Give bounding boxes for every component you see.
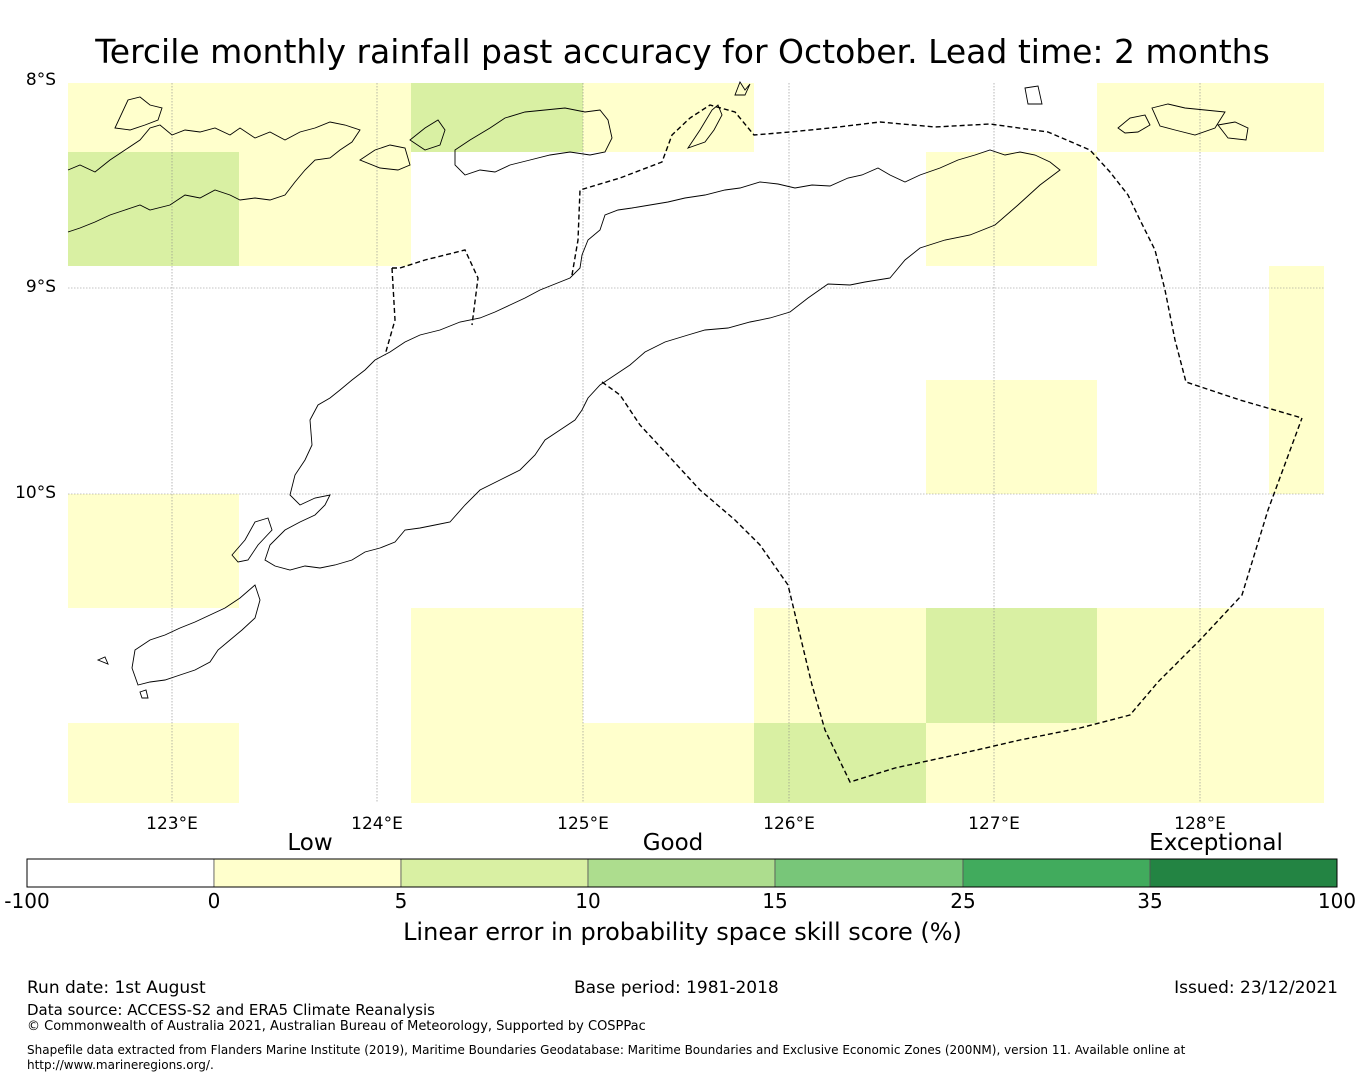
skill-cell-r5-c7 (1269, 608, 1324, 723)
coastline-flores (67, 121, 361, 233)
skill-cells-layer (68, 83, 1324, 803)
graticule-grid (68, 83, 1324, 803)
coastline-babar-3 (1217, 121, 1249, 141)
skill-cell-r3-c5 (926, 380, 1097, 494)
colorbar-frame (26, 858, 1338, 888)
coastline-islet-2 (409, 119, 446, 151)
lat-label-8s: 8°S (25, 70, 56, 90)
coastline-wetar (454, 107, 613, 176)
skill-cell-r6-c7 (1269, 723, 1324, 803)
skill-cell-r6-c2 (411, 723, 583, 803)
colorbar-tick-0: -100 (4, 889, 50, 913)
colorbar-category-good: Good (642, 830, 704, 856)
colorbar-tick-7: 100 (1317, 889, 1357, 913)
lat-label-9s: 9°S (25, 277, 56, 297)
colorbar-segment-5 (962, 858, 1151, 888)
skill-cell-r6-c6 (1097, 723, 1269, 803)
lat-label-10s: 10°S (15, 483, 56, 503)
coastlines (67, 80, 1249, 699)
skill-cell-r5-c6 (1097, 608, 1269, 723)
skill-cell-r2-c7 (1269, 266, 1324, 494)
colorbar-segment-3 (587, 858, 776, 888)
eez-boundary-north (392, 249, 479, 326)
lon-label-123e: 123°E (146, 814, 198, 834)
colorbar-category-exceptional: Exceptional (1149, 830, 1283, 856)
map-title: Tercile monthly rainfall past accuracy f… (95, 32, 1270, 71)
skill-cell-r5-c2 (411, 608, 583, 723)
skill-cell-r5-c4 (754, 608, 926, 723)
base-period: Base period: 1981-2018 (574, 978, 779, 998)
skill-cell-r0-c2 (411, 83, 583, 152)
copyright: © Commonwealth of Australia 2021, Austra… (27, 1019, 646, 1034)
coastline-atauro (686, 104, 723, 149)
colorbar-segment-0 (26, 858, 215, 888)
colorbar-tick-3: 10 (575, 889, 601, 913)
skill-cell-r1-c5 (926, 152, 1097, 266)
colorbar-tick-1: 0 (207, 889, 221, 913)
run-date: Run date: 1st August (27, 978, 206, 998)
coastline-babar-1 (1117, 114, 1151, 134)
eez-boundary-south (601, 381, 1303, 783)
coastline-islet-3 (96, 656, 109, 665)
coastline-sumba (131, 584, 261, 686)
colorbar-category-low: Low (287, 830, 333, 856)
coastline-rote (231, 517, 273, 563)
coastline-timor (264, 149, 1061, 571)
skill-cell-r0-c7 (1269, 83, 1324, 152)
coastline-small-north (734, 80, 751, 96)
eez-boundaries (384, 104, 1303, 783)
lon-label-128e: 128°E (1174, 814, 1226, 834)
colorbar-tick-4: 15 (762, 889, 788, 913)
coastline-islet-1 (359, 144, 411, 171)
colorbar-tick-2: 5 (394, 889, 408, 913)
colorbar-tick-5: 25 (950, 889, 976, 913)
skill-cell-r5-c5 (926, 608, 1097, 723)
lon-label-125e: 125°E (557, 814, 609, 834)
skill-cell-r6-c5 (926, 723, 1097, 803)
coastline-alor (114, 96, 163, 131)
issued-date: Issued: 23/12/2021 (1174, 978, 1338, 998)
skill-cell-r0-c1 (239, 83, 411, 152)
data-source: Data source: ACCESS-S2 and ERA5 Climate … (27, 1001, 435, 1019)
coastline-small-north-2 (1024, 85, 1043, 105)
lon-label-127e: 127°E (968, 814, 1020, 834)
colorbar-segment-1 (213, 858, 402, 888)
eez-boundary-north-west (384, 267, 396, 356)
colorbar-segment-2 (400, 858, 589, 888)
shapefile-credit: Shapefile data extracted from Flanders M… (27, 1043, 1186, 1072)
coastline-babar-2 (1151, 103, 1226, 136)
skill-cell-r6-c0 (68, 723, 239, 803)
skill-cell-r1-c1 (239, 152, 411, 266)
skill-cell-r4-c0 (68, 494, 239, 608)
eez-boundary-corridor (571, 104, 1303, 419)
colorbar-segment-6 (1149, 858, 1338, 888)
skill-cell-r6-c3 (583, 723, 754, 803)
colorbar-label: Linear error in probability space skill … (403, 918, 962, 946)
skill-cell-r0-c0 (68, 83, 239, 152)
colorbar (26, 858, 1338, 888)
colorbar-segment-4 (774, 858, 964, 888)
skill-cell-r0-c3 (583, 83, 754, 152)
coastline-islet-4 (139, 689, 149, 699)
skill-cell-r6-c4 (754, 723, 926, 803)
lon-label-124e: 124°E (351, 814, 403, 834)
colorbar-tick-6: 35 (1137, 889, 1163, 913)
lon-label-126e: 126°E (763, 814, 815, 834)
